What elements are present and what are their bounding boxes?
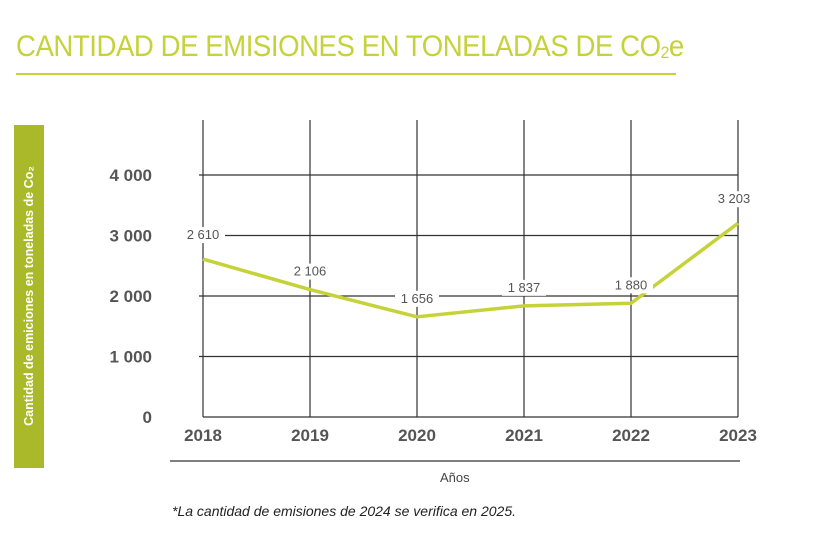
y-tick-label: 3 000 xyxy=(109,227,152,246)
x-axis-title: Años xyxy=(440,470,470,485)
x-tick-label: 2021 xyxy=(505,426,543,445)
title-underline xyxy=(16,73,676,75)
data-label: 2 106 xyxy=(294,264,327,279)
x-tick-label: 2020 xyxy=(398,426,436,445)
data-label-background xyxy=(716,191,760,208)
chart-title: CANTIDAD DE EMISIONES EN TONELADAS DE CO… xyxy=(16,30,684,63)
x-tick-label: 2019 xyxy=(291,426,329,445)
data-label: 1 656 xyxy=(401,291,434,306)
series-line xyxy=(202,221,740,319)
y-tick-label: 2 000 xyxy=(109,287,152,306)
x-tick-label: 2018 xyxy=(184,426,222,445)
data-label: 2 610 xyxy=(187,227,220,242)
data-label-background xyxy=(609,277,653,294)
x-tick-label: 2023 xyxy=(719,426,757,445)
data-label-background xyxy=(181,227,225,244)
x-tick-label: 2022 xyxy=(612,426,650,445)
data-label-background xyxy=(502,279,546,296)
y-tick-label: 0 xyxy=(143,408,152,427)
data-label: 1 880 xyxy=(615,277,648,292)
y-tick-label: 4 000 xyxy=(109,166,152,185)
data-label-background xyxy=(395,290,439,307)
footnote: *La cantidad de emisiones de 2024 se ver… xyxy=(172,503,517,519)
y-axis-label-bar xyxy=(14,125,44,468)
data-label: 3 203 xyxy=(718,191,751,206)
y-tick-label: 1 000 xyxy=(109,348,152,367)
data-label-background xyxy=(288,263,332,280)
data-label: 1 837 xyxy=(508,280,541,295)
